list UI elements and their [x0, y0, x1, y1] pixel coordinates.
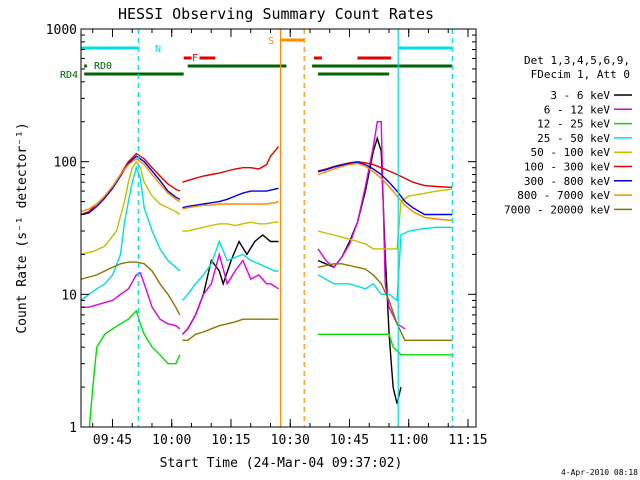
legend-label-1: 6 - 12 keV — [544, 103, 611, 116]
series-line-300-800-kev-seg2 — [317, 161, 453, 216]
plot-frame — [80, 28, 477, 428]
series-line-800-7000-kev-seg0 — [81, 158, 181, 213]
y-tick-label-1: 10 — [61, 288, 77, 303]
legend-label-0: 3 - 6 keV — [550, 89, 610, 102]
series-line-25-50-kev-seg1 — [181, 239, 279, 301]
series-line-7000-20000-kev-seg2 — [317, 263, 453, 341]
legend-label-3: 25 - 50 keV — [537, 132, 610, 145]
legend-label-8: 7000 - 20000 keV — [504, 203, 610, 216]
state-label-f: F — [192, 53, 198, 64]
series-line-800-7000-kev-seg2 — [317, 162, 453, 222]
legend: Det 1,3,4,5,6,9,FDecim 1, Att 0 3 - 6 keV… — [504, 54, 632, 216]
y-tick-label-0: 1 — [69, 421, 77, 436]
state-label-rd4: RD4 — [60, 70, 78, 81]
x-tick-label-2: 10:15 — [211, 433, 250, 448]
vertical-lines-layer — [137, 29, 453, 427]
series-line-7000-20000-kev-seg0 — [81, 261, 181, 316]
series-line-300-800-kev-seg0 — [81, 155, 181, 216]
legend-header-1: FDecim 1, Att 0 — [531, 68, 630, 81]
series-line-12-25-kev-seg0 — [88, 309, 181, 427]
x-tick-label-0: 09:45 — [93, 433, 132, 448]
series-line-800-7000-kev-seg1 — [182, 200, 279, 210]
timestamp: 4-Apr-2010 08:18 — [561, 468, 638, 477]
legend-label-5: 100 - 300 keV — [524, 161, 610, 174]
series-line-25-50-kev-seg0 — [81, 165, 181, 301]
series-line-7000-20000-kev-seg1 — [182, 318, 279, 341]
x-tick-label-3: 10:30 — [271, 433, 310, 448]
legend-label-2: 12 - 25 keV — [537, 118, 610, 131]
series-line-50-100-kev-seg2 — [317, 188, 453, 250]
series-line-50-100-kev-seg0 — [81, 160, 181, 256]
y-axis-label: Count Rate (s⁻¹ detector⁻¹) — [15, 122, 30, 333]
legend-label-6: 300 - 800 keV — [524, 175, 610, 188]
series-line-6-12-kev-seg1 — [181, 251, 279, 335]
series-line-100-300-kev-seg1 — [182, 146, 280, 183]
x-tick-label-1: 10:00 — [152, 433, 191, 448]
y-tick-label-3: 1000 — [46, 23, 77, 38]
series-line-6-12-kev-seg0 — [81, 271, 181, 330]
legend-label-4: 50 - 100 keV — [531, 146, 611, 159]
state-bars-layer: N S F RD0 RD4 — [60, 36, 453, 81]
series-line-300-800-kev-seg1 — [182, 187, 279, 209]
x-axis-label: Start Time (24-Mar-04 09:37:02) — [160, 456, 403, 471]
series-line-3-6-kev-seg1 — [317, 135, 402, 404]
y-tick-label-2: 100 — [54, 156, 77, 171]
chart-title: HESSI Observing Summary Count Rates — [118, 5, 434, 23]
state-label-n: N — [155, 44, 161, 55]
series-line-6-12-kev-seg2 — [317, 120, 406, 330]
x-tick-label-4: 10:45 — [330, 433, 369, 448]
legend-label-7: 800 - 7000 keV — [517, 189, 610, 202]
series-layer — [81, 120, 453, 427]
x-tick-label-5: 11:00 — [389, 433, 428, 448]
legend-header-0: Det 1,3,4,5,6,9, — [524, 54, 630, 67]
state-label-s: S — [268, 36, 274, 47]
state-label-rd0: RD0 — [94, 61, 112, 72]
series-line-50-100-kev-seg1 — [182, 221, 279, 232]
x-tick-label-6: 11:15 — [448, 433, 487, 448]
axes-layer: 09:45 10:00 10:15 10:30 10:45 11:00 11:15 1 10 10… — [46, 23, 488, 448]
series-line-12-25-kev-seg1 — [318, 333, 453, 356]
series-line-25-50-kev-seg2 — [317, 226, 453, 302]
